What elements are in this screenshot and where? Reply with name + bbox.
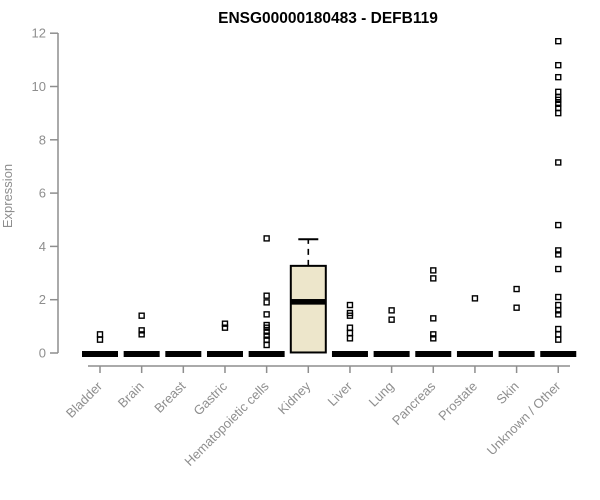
outlier-point: [513, 304, 520, 311]
outlier-point: [263, 341, 270, 349]
y-axis-label: Expression: [0, 164, 15, 228]
outlier-point: [555, 336, 562, 343]
x-tick-label: Prostate: [435, 379, 480, 424]
outlier-point: [221, 320, 229, 327]
x-tick-label: Kidney: [275, 378, 314, 417]
zero-median-bar: [82, 351, 118, 357]
outlier-point: [430, 335, 437, 342]
outlier-point: [471, 295, 479, 302]
x-tick-label: Skin: [493, 379, 521, 407]
outlier-point: [346, 312, 354, 319]
x-tick-label: Bladder: [63, 378, 106, 421]
y-tick-label: 0: [39, 346, 46, 361]
zero-median-bar: [331, 351, 368, 357]
x-tick-label: Breast: [151, 378, 188, 415]
outlier-point: [430, 315, 437, 322]
zero-median-bar: [456, 351, 493, 357]
outlier-point: [138, 331, 145, 338]
zero-median-bar: [415, 351, 452, 357]
outlier-point: [263, 299, 270, 306]
outlier-point: [555, 307, 562, 314]
outlier-point: [555, 247, 562, 254]
outlier-point: [388, 316, 395, 323]
outlier-point: [346, 335, 354, 342]
y-tick-label: 6: [39, 186, 46, 201]
outlier-point: [263, 311, 270, 318]
x-tick-label: Liver: [325, 378, 356, 409]
zero-median-bar: [206, 351, 243, 357]
outlier-point: [430, 275, 437, 282]
y-tick-label: 12: [32, 26, 46, 41]
outlier-point: [555, 293, 562, 301]
zero-median-bar: [540, 351, 577, 357]
y-tick-label: 10: [32, 79, 46, 94]
zero-median-bar: [248, 351, 285, 357]
outlier-point: [430, 331, 437, 338]
outlier-point: [263, 328, 270, 335]
x-tick-label: Gastric: [190, 378, 230, 418]
zero-median-bar: [123, 351, 160, 357]
outlier-point: [555, 301, 562, 309]
outlier-point: [555, 325, 562, 333]
outlier-point: [513, 285, 520, 293]
outlier-point: [555, 265, 562, 273]
outlier-point: [138, 327, 145, 334]
chart-title: ENSG00000180483 - DEFB119: [218, 10, 438, 27]
x-tick-label: Brain: [115, 379, 147, 411]
x-tick-label: Lung: [366, 379, 397, 410]
zero-median-bar: [165, 351, 202, 357]
outlier-point: [346, 329, 354, 337]
outlier-point: [96, 336, 104, 343]
outlier-point: [263, 324, 270, 331]
outlier-point: [555, 331, 562, 338]
outlier-point: [555, 37, 562, 45]
outlier-point: [555, 109, 562, 117]
outlier-point: [555, 159, 562, 166]
outlier-point: [138, 312, 145, 319]
outlier-point: [555, 251, 562, 258]
zero-median-bar: [373, 351, 410, 357]
box: [289, 264, 327, 354]
y-tick-label: 4: [39, 239, 46, 254]
median-line: [290, 299, 326, 305]
outlier-point: [555, 221, 562, 229]
outlier-point: [430, 267, 437, 274]
outlier-point: [555, 100, 562, 108]
y-tick-label: 8: [39, 132, 46, 147]
x-tick-label: Pancreas: [389, 378, 439, 428]
outlier-point: [221, 324, 229, 331]
zero-median-bar: [498, 351, 535, 357]
outlier-point: [96, 331, 104, 338]
outlier-point: [346, 301, 354, 309]
outlier-point: [555, 88, 562, 96]
y-tick-label: 2: [39, 292, 46, 307]
outlier-point: [555, 73, 562, 81]
outlier-point: [555, 61, 562, 69]
outlier-point: [346, 324, 354, 331]
outlier-point: [555, 96, 562, 104]
x-tick-label: Unknown / Other: [484, 378, 564, 458]
outlier-point: [388, 307, 395, 314]
outlier-point: [263, 235, 270, 242]
outlier-point: [263, 292, 270, 299]
outlier-point: [263, 332, 270, 339]
outlier-point: [555, 311, 562, 318]
